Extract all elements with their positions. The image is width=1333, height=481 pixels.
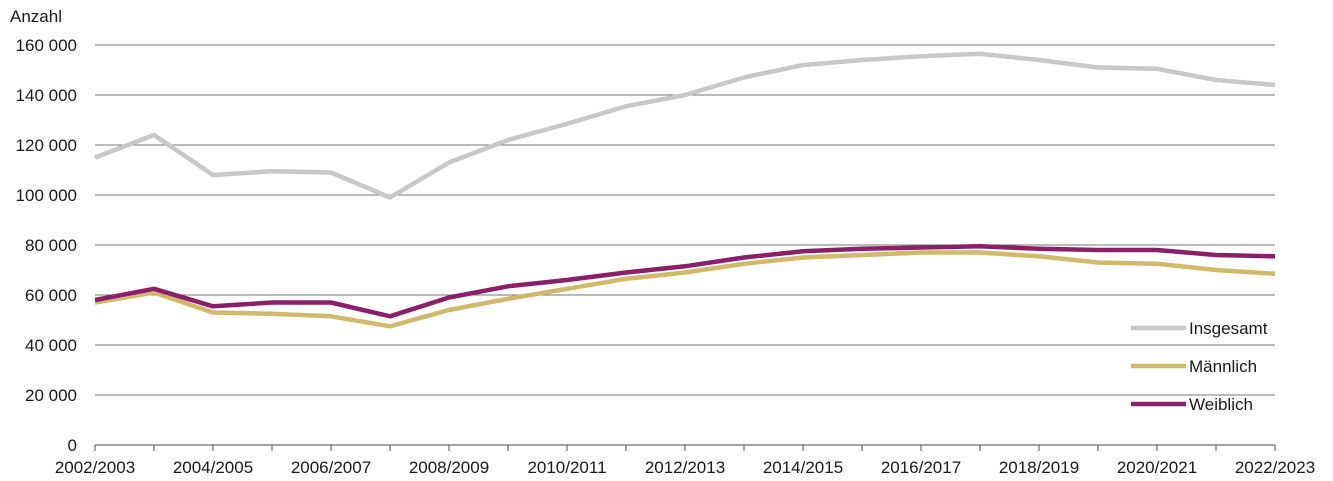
x-tick-label: 2008/2009 [409, 458, 489, 477]
x-tick-label: 2018/2019 [999, 458, 1079, 477]
legend-label: Insgesamt [1189, 319, 1268, 338]
x-tick-label: 2012/2013 [645, 458, 725, 477]
series-line-weiblich [94, 244, 1276, 319]
series-line-insgesamt [94, 51, 1276, 200]
legend-label: Weiblich [1189, 395, 1253, 414]
x-tick-label: 2002/2003 [55, 458, 135, 477]
x-tick-label: 2004/2005 [173, 458, 253, 477]
x-tick-label: 2022/2023 [1235, 458, 1315, 477]
x-tick-label: 2020/2021 [1117, 458, 1197, 477]
y-tick-label: 60 000 [25, 286, 77, 305]
series-lines [94, 51, 1276, 329]
y-axis-title: Anzahl [10, 7, 62, 26]
y-tick-label: 160 000 [16, 36, 77, 55]
gridlines [95, 44, 1275, 396]
y-tick-label: 140 000 [16, 86, 77, 105]
y-tick-label: 80 000 [25, 236, 77, 255]
y-tick-label: 120 000 [16, 136, 77, 155]
y-tick-label: 40 000 [25, 336, 77, 355]
y-tick-label: 100 000 [16, 186, 77, 205]
y-tick-label: 20 000 [25, 386, 77, 405]
legend-label: Männlich [1189, 357, 1257, 376]
y-tick-label: 0 [68, 436, 77, 455]
x-tick-label: 2006/2007 [291, 458, 371, 477]
legend: Insgesamt Männlich Weiblich [1131, 319, 1268, 414]
series-line-männlich [94, 250, 1276, 329]
x-tick-label: 2014/2015 [763, 458, 843, 477]
x-tick-label: 2016/2017 [881, 458, 961, 477]
x-tick-label: 2010/2011 [527, 458, 606, 477]
axes: 0 20 000 40 000 60 000 80 000 100 000 120 000 1… [16, 36, 1316, 477]
